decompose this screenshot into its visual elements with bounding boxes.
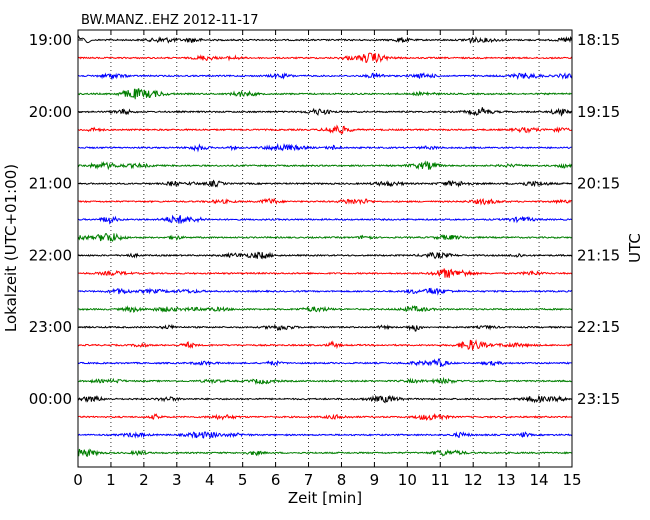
trace-line	[77, 376, 573, 386]
trace-line	[77, 179, 573, 188]
left-tick-label: 21:00	[29, 175, 72, 193]
y-axis-label-left: Lokalzeit (UTC+01:00)	[2, 164, 20, 332]
x-tick-label: 2	[139, 471, 149, 489]
x-tick-label: 0	[73, 471, 83, 489]
left-tick-label: 23:00	[29, 318, 72, 336]
trace-line	[77, 34, 573, 44]
trace-line	[77, 251, 573, 260]
trace-line	[77, 358, 573, 367]
trace-line	[77, 124, 573, 135]
x-tick-label: 14	[530, 471, 549, 489]
trace-line	[77, 107, 573, 117]
right-tick-label: 19:15	[577, 103, 620, 121]
x-tick-label: 9	[370, 471, 380, 489]
x-tick-label: 10	[398, 471, 417, 489]
right-tick-label: 20:15	[577, 175, 620, 193]
left-tick-label: 22:00	[29, 246, 72, 264]
right-tick-label: 23:15	[577, 390, 620, 408]
x-tick-label: 11	[431, 471, 450, 489]
trace-line	[77, 197, 573, 206]
x-tick-label: 13	[497, 471, 516, 489]
left-tick-label: 19:00	[29, 31, 72, 49]
x-tick-label: 8	[337, 471, 347, 489]
x-tick-label: 12	[464, 471, 483, 489]
trace-line	[77, 142, 573, 153]
x-tick-label: 6	[271, 471, 281, 489]
trace-line	[77, 287, 573, 296]
x-tick-label: 1	[106, 471, 116, 489]
plot-frame	[77, 29, 573, 468]
vertical-grid	[110, 30, 540, 467]
right-tick-label: 18:15	[577, 31, 620, 49]
trace-group	[77, 34, 573, 458]
trace-line	[77, 268, 573, 278]
x-tick-label: 5	[238, 471, 248, 489]
x-axis-label: Zeit [min]	[288, 489, 362, 507]
x-tick-label: 3	[172, 471, 182, 489]
x-axis: 0 1 2 3 4 5 6 7 8 9 10 11 12 13 14 15	[73, 30, 582, 489]
trace-line	[77, 339, 573, 351]
left-tick-label: 00:00	[29, 390, 72, 408]
trace-line	[77, 160, 573, 171]
trace-line	[77, 214, 573, 225]
trace-line	[77, 305, 573, 314]
x-tick-label: 4	[205, 471, 215, 489]
trace-line	[77, 394, 573, 404]
chart-title: BW.MANZ..EHZ 2012-11-17	[81, 13, 259, 28]
trace-line	[77, 72, 573, 81]
trace-line	[77, 232, 573, 242]
right-axis: 18:15 19:15 20:15 21:15 22:15 23:15	[567, 31, 620, 408]
x-tick-label: 7	[304, 471, 314, 489]
trace-line	[78, 412, 573, 421]
trace-line	[77, 87, 573, 100]
trace-line	[77, 52, 573, 64]
plot-area	[78, 30, 572, 467]
trace-line	[77, 431, 573, 439]
trace-line	[77, 448, 573, 458]
right-tick-label: 22:15	[577, 318, 620, 336]
left-axis: 19:00 20:00 21:00 22:00 23:00 00:00	[29, 31, 83, 408]
right-tick-label: 21:15	[577, 246, 620, 264]
left-tick-label: 20:00	[29, 103, 72, 121]
trace-line	[77, 323, 573, 332]
x-tick-label: 15	[562, 471, 581, 489]
y-axis-label-right: UTC	[626, 233, 644, 263]
